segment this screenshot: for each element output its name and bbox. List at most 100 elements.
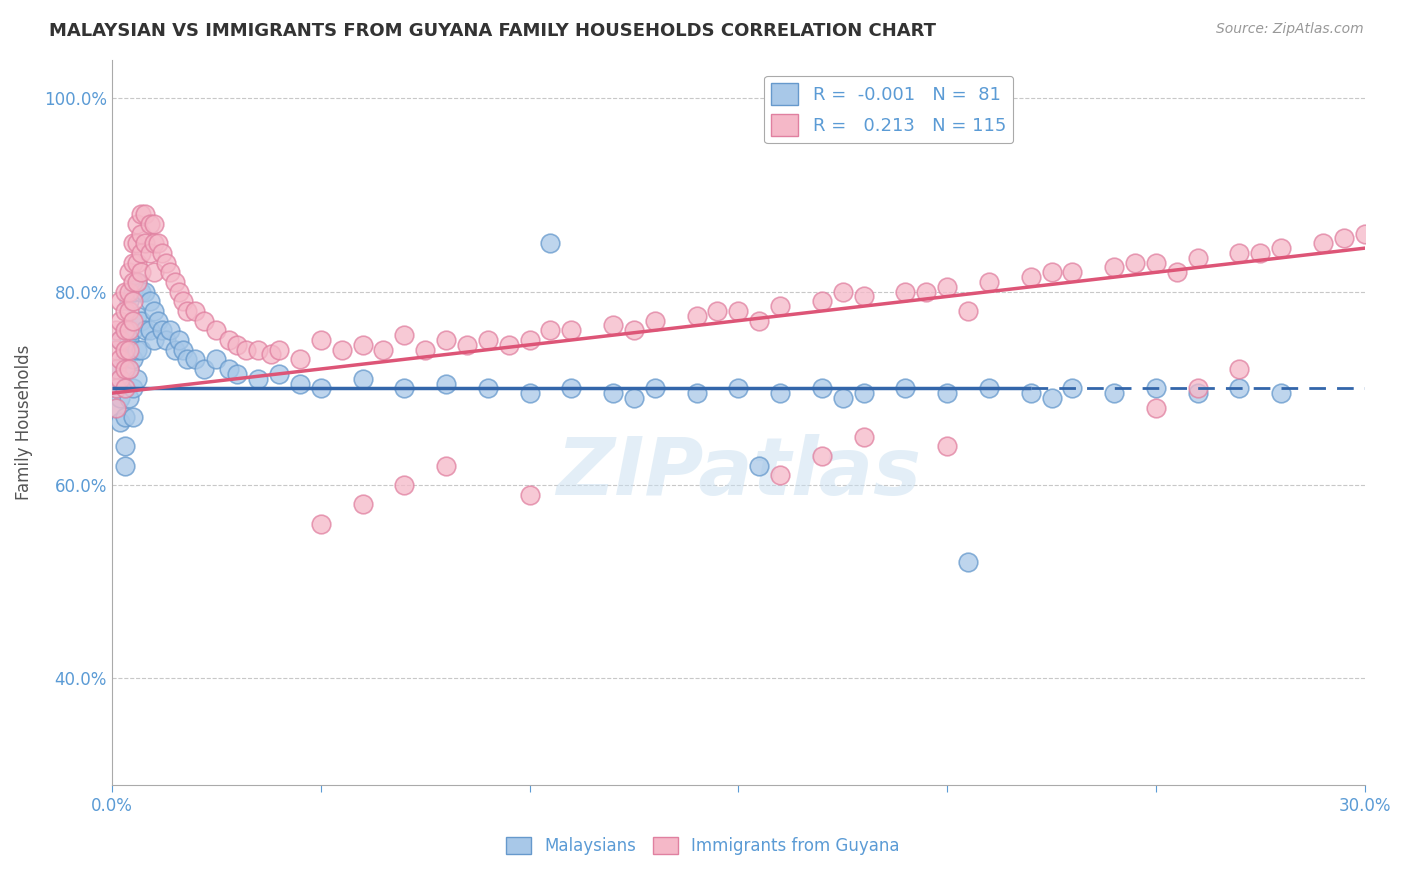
Legend: R =  -0.001   N =  81, R =   0.213   N = 115: R = -0.001 N = 81, R = 0.213 N = 115	[763, 76, 1014, 144]
Point	[1166, 265, 1188, 279]
Point	[172, 343, 194, 357]
Point	[129, 227, 152, 241]
Point	[894, 381, 917, 395]
Point	[129, 343, 152, 357]
Point	[105, 362, 128, 376]
Point	[114, 343, 136, 357]
Point	[1229, 362, 1251, 376]
Point	[159, 265, 181, 279]
Point	[1102, 260, 1125, 275]
Point	[138, 246, 160, 260]
Point	[434, 376, 457, 391]
Point	[129, 285, 152, 299]
Point	[105, 381, 128, 395]
Point	[394, 478, 416, 492]
Legend: Malaysians, Immigrants from Guyana: Malaysians, Immigrants from Guyana	[499, 830, 907, 862]
Point	[852, 386, 875, 401]
Point	[1102, 386, 1125, 401]
Point	[602, 318, 624, 333]
Point	[434, 458, 457, 473]
Point	[936, 439, 959, 453]
Point	[519, 333, 541, 347]
Text: Source: ZipAtlas.com: Source: ZipAtlas.com	[1216, 22, 1364, 37]
Point	[644, 381, 666, 395]
Point	[538, 236, 561, 251]
Point	[267, 367, 290, 381]
Point	[267, 343, 290, 357]
Point	[623, 323, 645, 337]
Point	[105, 401, 128, 415]
Point	[155, 333, 177, 347]
Point	[110, 352, 132, 367]
Point	[114, 362, 136, 376]
Point	[167, 285, 190, 299]
Point	[1062, 381, 1084, 395]
Point	[748, 458, 770, 473]
Point	[894, 285, 917, 299]
Point	[129, 265, 152, 279]
Point	[118, 333, 141, 347]
Point	[114, 323, 136, 337]
Point	[1333, 231, 1355, 245]
Point	[114, 410, 136, 425]
Point	[748, 313, 770, 327]
Point	[1144, 381, 1167, 395]
Point	[105, 343, 128, 357]
Point	[226, 367, 249, 381]
Point	[1270, 386, 1292, 401]
Point	[602, 386, 624, 401]
Point	[193, 362, 215, 376]
Text: ZIPatlas: ZIPatlas	[555, 434, 921, 512]
Point	[1144, 401, 1167, 415]
Point	[163, 343, 186, 357]
Point	[247, 343, 270, 357]
Point	[118, 323, 141, 337]
Point	[218, 333, 240, 347]
Point	[811, 381, 834, 395]
Point	[685, 386, 707, 401]
Point	[138, 294, 160, 309]
Point	[110, 372, 132, 386]
Point	[105, 323, 128, 337]
Point	[150, 246, 173, 260]
Point	[456, 338, 478, 352]
Point	[142, 304, 165, 318]
Point	[121, 352, 143, 367]
Point	[121, 255, 143, 269]
Point	[560, 381, 582, 395]
Point	[519, 386, 541, 401]
Point	[1187, 381, 1209, 395]
Point	[193, 313, 215, 327]
Point	[685, 309, 707, 323]
Point	[125, 309, 148, 323]
Point	[235, 343, 257, 357]
Point	[134, 207, 156, 221]
Point	[1019, 386, 1042, 401]
Point	[727, 381, 749, 395]
Point	[811, 449, 834, 463]
Point	[118, 294, 141, 309]
Point	[1229, 381, 1251, 395]
Point	[1354, 227, 1376, 241]
Point	[226, 338, 249, 352]
Point	[138, 217, 160, 231]
Point	[146, 236, 169, 251]
Point	[260, 347, 283, 361]
Point	[114, 458, 136, 473]
Point	[114, 381, 136, 395]
Point	[852, 430, 875, 444]
Point	[288, 376, 311, 391]
Point	[247, 372, 270, 386]
Point	[114, 304, 136, 318]
Point	[163, 275, 186, 289]
Point	[915, 285, 938, 299]
Point	[121, 381, 143, 395]
Point	[125, 236, 148, 251]
Point	[309, 333, 332, 347]
Point	[852, 289, 875, 303]
Point	[118, 343, 141, 357]
Point	[218, 362, 240, 376]
Point	[1019, 270, 1042, 285]
Point	[142, 333, 165, 347]
Point	[831, 391, 853, 405]
